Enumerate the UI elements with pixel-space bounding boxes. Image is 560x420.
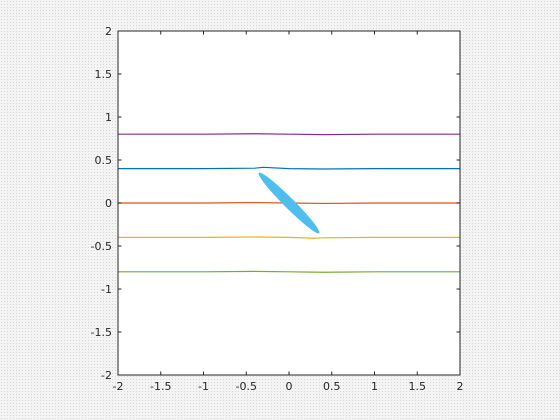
x-tick-label: 0 [286,380,293,393]
series-line-4 [118,236,460,239]
y-tick-label: 0 [105,197,112,210]
y-tick-label: 1 [105,111,112,124]
y-tick-label: -1 [101,283,112,296]
y-tick-label: 2 [105,25,112,38]
ellipse-shape [258,172,320,234]
x-tick-label: 2 [457,380,464,393]
x-tick-label: -1.5 [150,380,171,393]
y-tick-label: 1.5 [95,68,113,81]
x-tick-label: 1.5 [409,380,427,393]
y-axis-ticks: -2 -1.5 -1 -0.5 0 0.5 1 1.5 2 [91,25,460,382]
series-line-5 [118,270,460,273]
series-line-1 [118,133,460,136]
x-tick-label: -1 [198,380,209,393]
x-tick-label: 0.5 [323,380,341,393]
series-line-2 [118,166,460,170]
y-tick-label: 0.5 [95,154,113,167]
y-tick-label: -2 [101,369,112,382]
x-axis-ticks: -2 -1.5 -1 -0.5 0 0.5 1 1.5 2 [113,31,464,393]
ellipse-layer [258,172,320,234]
x-tick-label: 1 [371,380,378,393]
x-tick-label: -0.5 [236,380,257,393]
y-tick-label: -1.5 [91,326,112,339]
x-tick-label: -2 [113,380,124,393]
y-tick-label: -0.5 [91,240,112,253]
